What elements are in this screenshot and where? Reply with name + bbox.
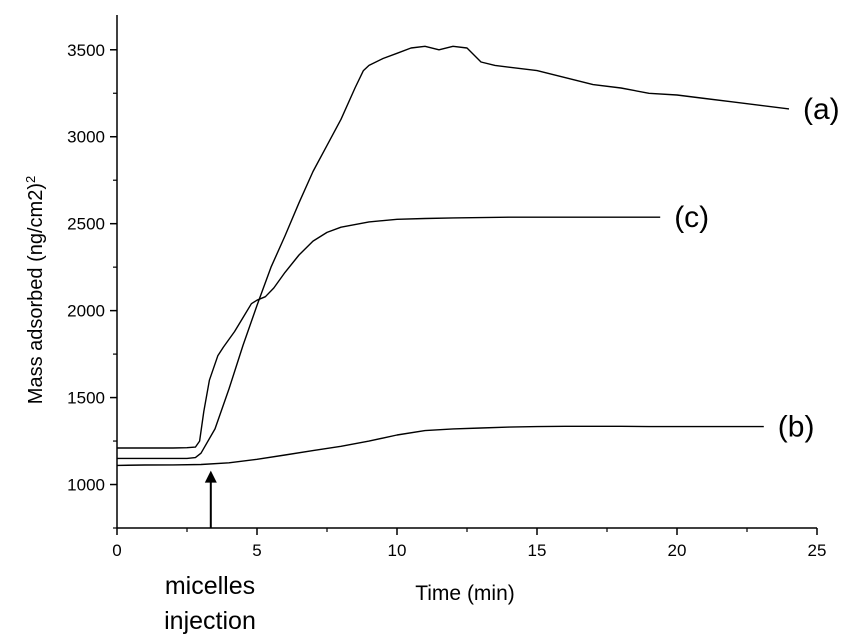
y-axis-label: Mass adsorbed (ng/cm2)2 [23,176,48,404]
series-layer: (a) (b) (c) [116,45,840,467]
axis-labels: Time (min) Mass adsorbed (ng/cm2)2 [23,176,515,605]
y-tick-label-2500: 2500 [67,215,105,234]
x-axis-label: Time (min) [415,582,515,605]
y-tick-label-2000: 2000 [67,302,105,321]
injection-annotation: micelles injection [164,470,256,635]
y-axis-label-superscript: 2 [23,176,38,183]
axes: 0 5 10 15 20 25 1000 1500 2000 2500 3000 3500 [67,15,826,560]
x-tick-label-0: 0 [112,541,121,560]
y-tick-label-1000: 1000 [67,476,105,495]
x-tick-label-15: 15 [528,541,547,560]
series-line-1 [116,425,764,467]
series-line-0 [117,45,790,460]
annotation-line1: micelles [165,572,255,600]
x-tick-label-20: 20 [668,541,687,560]
x-tick-label-25: 25 [808,541,827,560]
annotation-arrow-head [204,470,217,483]
series-label-0: (a) [803,93,840,126]
x-tick-label-5: 5 [252,541,261,560]
series-label-1: (b) [778,411,815,444]
y-tick-label-3500: 3500 [67,41,105,60]
series-line-2 [117,216,661,449]
series-label-2: (c) [674,201,709,234]
annotation-line2: injection [164,607,256,635]
y-tick-label-3000: 3000 [67,128,105,147]
x-tick-label-10: 10 [388,541,407,560]
y-tick-label-1500: 1500 [67,389,105,408]
